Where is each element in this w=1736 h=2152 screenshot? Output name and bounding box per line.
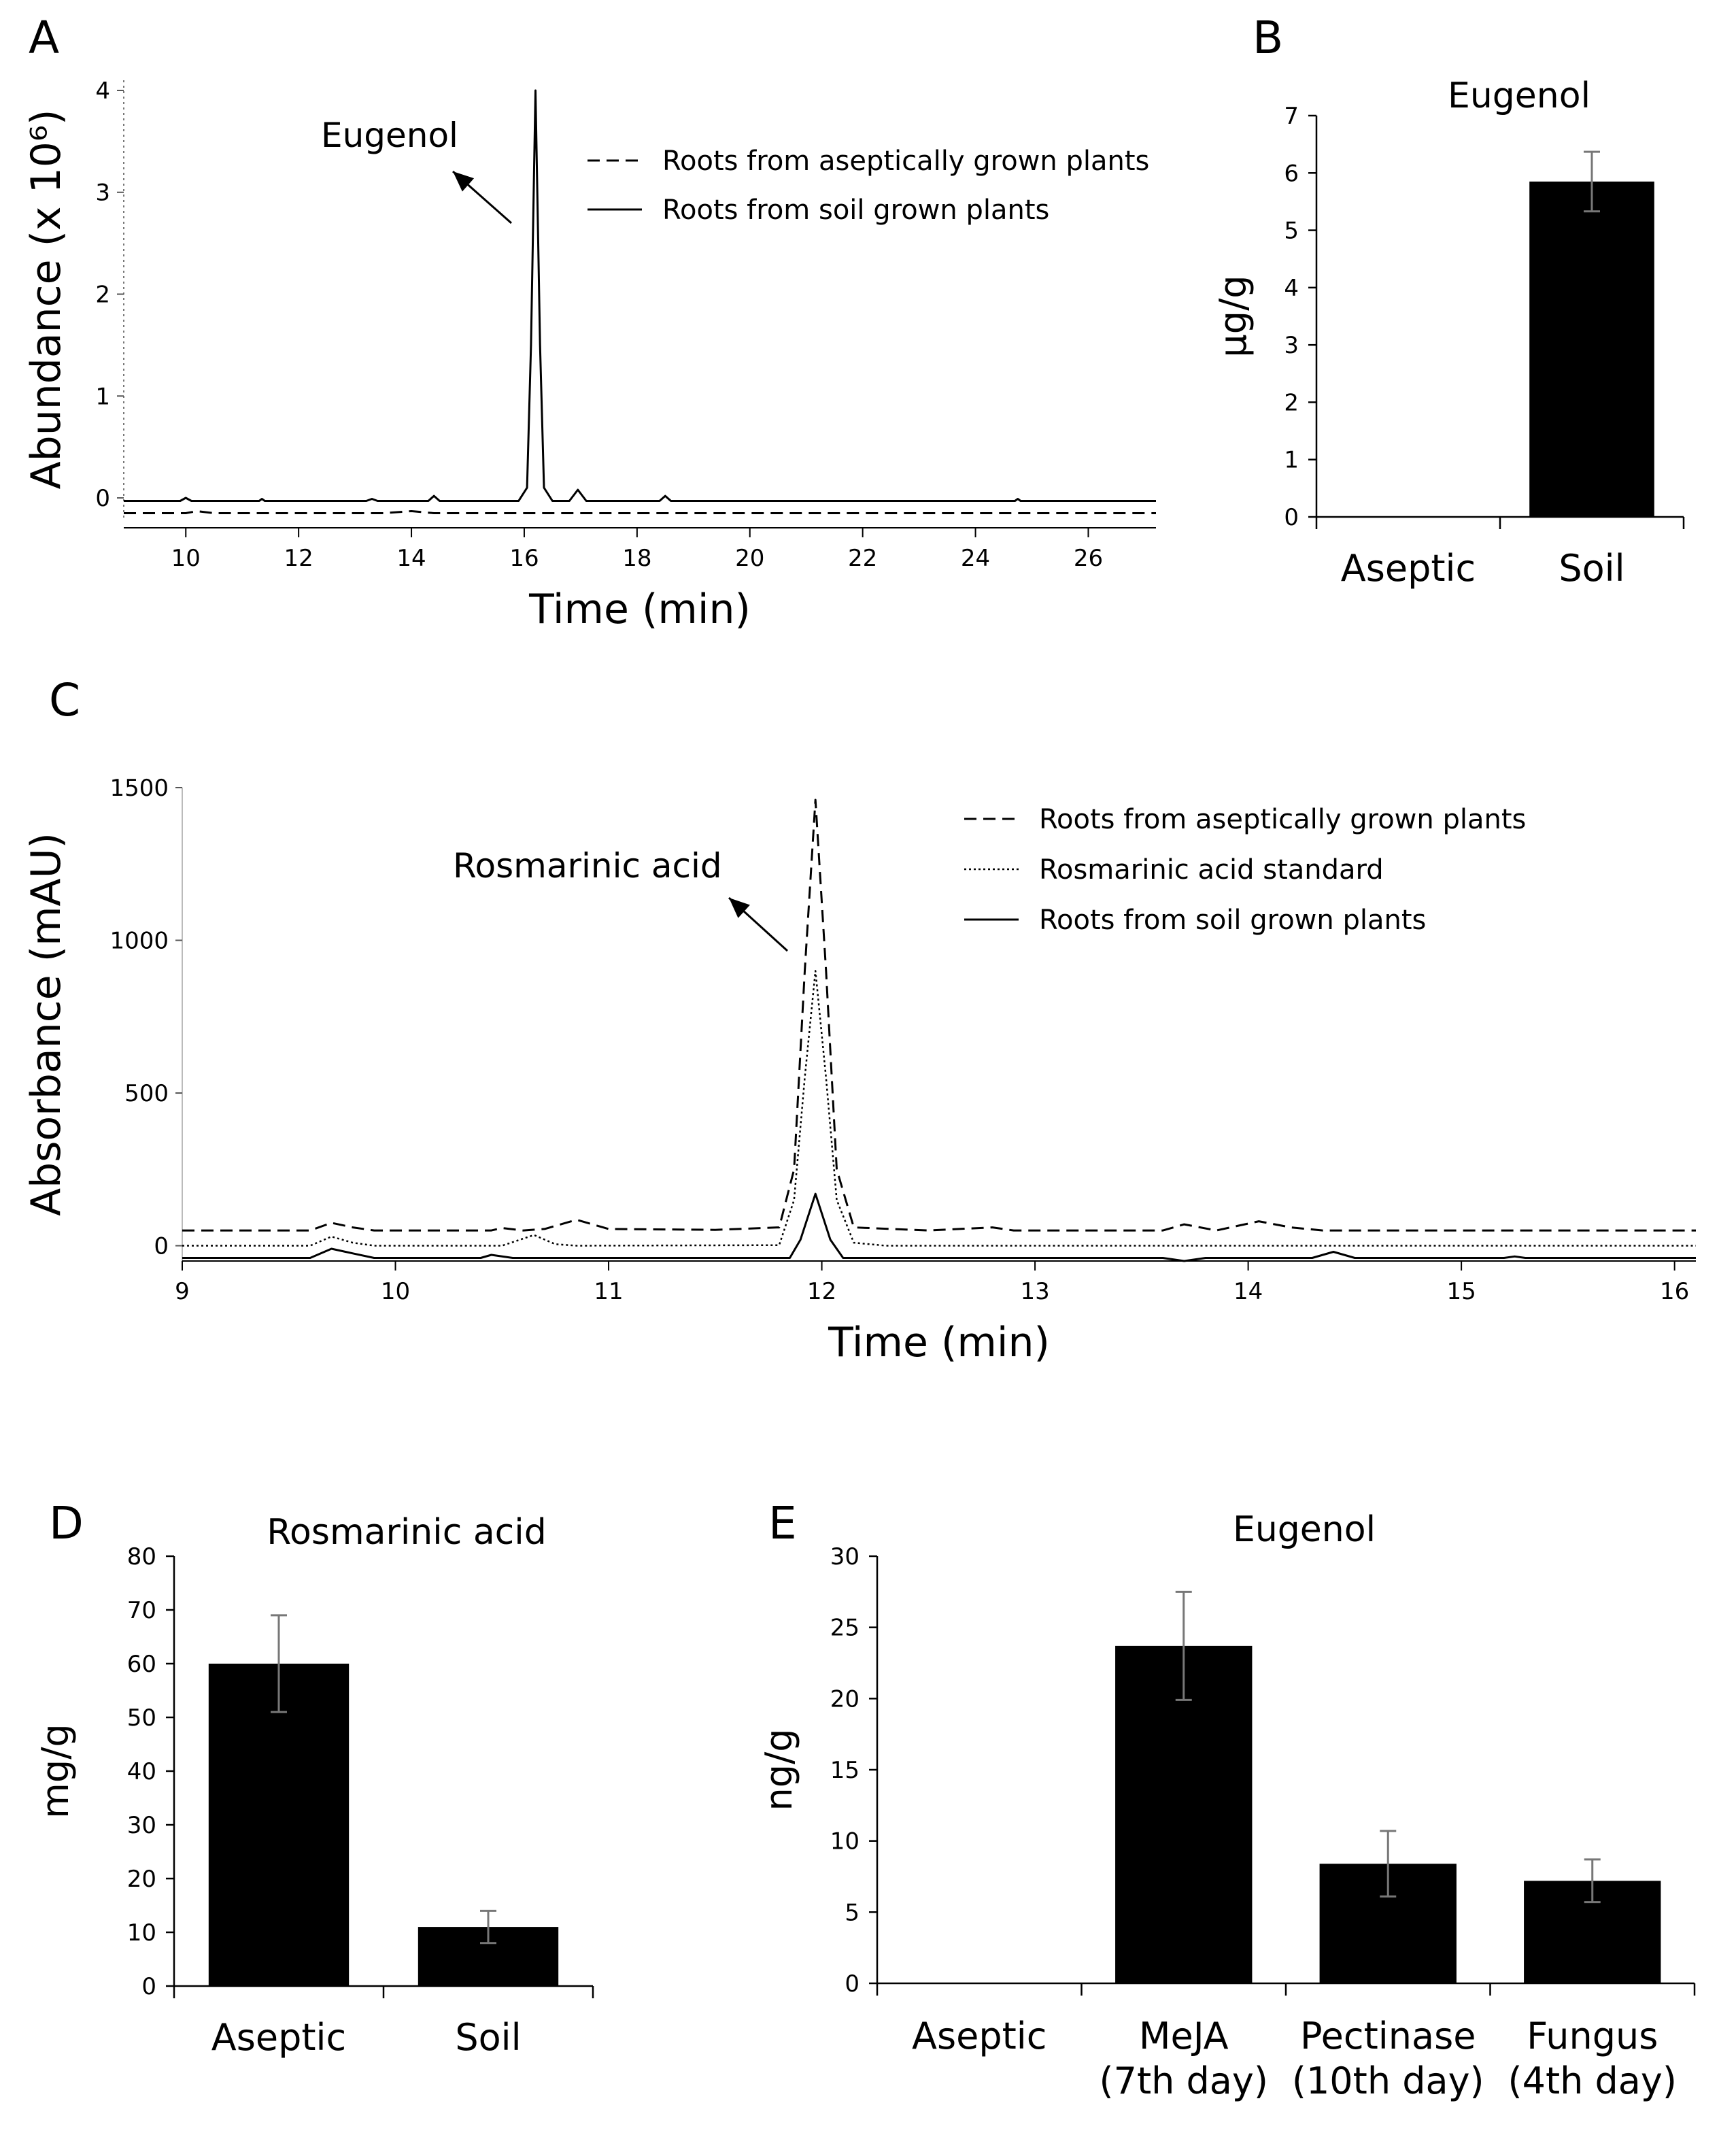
y-tick-label: 30 xyxy=(127,1812,156,1839)
y-tick-label: 15 xyxy=(830,1757,860,1784)
y-tick-label: 60 xyxy=(127,1651,156,1678)
legend-label-1: Roots from aseptically grown plants xyxy=(1039,804,1526,835)
y-tick-label: 4 xyxy=(1284,275,1299,302)
series-line-2 xyxy=(182,970,1696,1247)
annotation-arrowhead xyxy=(453,171,475,192)
series-line-3 xyxy=(182,1192,1696,1262)
series-line-2 xyxy=(124,89,1156,502)
y-axis-label: Absorbance (mAU) xyxy=(22,833,70,1216)
peak-annotation: Rosmarinic acid xyxy=(453,846,722,886)
category-label-1: Aseptic xyxy=(211,2016,346,2059)
y-tick-label: 10 xyxy=(127,1919,156,1947)
chart-panel-c: 0 500 1000 1500 9 10 11 12 13 14 15 16 Time (min) Abs… xyxy=(22,775,1696,1366)
y-tick-label: 4 xyxy=(95,78,110,105)
y-tick-label: 0 xyxy=(1284,504,1299,531)
category-label-3: (10th day) xyxy=(1292,2059,1484,2102)
series-line-1 xyxy=(182,798,1696,1232)
x-axis-label: Time (min) xyxy=(528,586,751,633)
y-tick-label: 20 xyxy=(830,1685,860,1713)
category-label-4: Fungus xyxy=(1527,2015,1658,2057)
chart-title: Rosmarinic acid xyxy=(267,1512,546,1553)
y-tick-label: 1500 xyxy=(109,775,169,802)
chart-panel-e: 0 5 10 15 20 25 30 Aseptic MeJA(7th day) Pectinas… xyxy=(758,1509,1696,2102)
y-tick-label: 70 xyxy=(127,1597,156,1624)
x-tick-label: 9 xyxy=(175,1278,190,1305)
category-label-2: Soil xyxy=(1559,547,1624,590)
y-tick-label: 25 xyxy=(830,1615,860,1642)
category-label-3: Pectinase xyxy=(1300,2015,1476,2057)
x-tick-label: 14 xyxy=(1233,1278,1263,1305)
y-tick-label: 7 xyxy=(1284,103,1299,130)
chart-title: Eugenol xyxy=(1448,75,1590,116)
x-tick-label: 15 xyxy=(1446,1278,1476,1305)
category-label-4: (4th day) xyxy=(1508,2059,1677,2102)
panel-letter-d: D xyxy=(49,1497,84,1549)
x-tick-label: 18 xyxy=(622,545,651,572)
y-tick-label: 0 xyxy=(95,485,110,512)
category-label-2: (7th day) xyxy=(1100,2059,1268,2102)
y-tick-label: 5 xyxy=(1284,218,1299,245)
y-tick-label: 40 xyxy=(127,1758,156,1785)
y-tick-label: 1000 xyxy=(109,928,169,955)
y-tick-label: 10 xyxy=(830,1828,860,1855)
category-label-2: Soil xyxy=(455,2016,521,2059)
annotation-arrowhead xyxy=(729,898,750,918)
y-tick-label: 0 xyxy=(141,1973,156,2000)
y-axis-label: ng/g xyxy=(758,1729,800,1811)
legend-label-1: Roots from aseptically grown plants xyxy=(662,146,1149,177)
y-tick-label: 2 xyxy=(95,282,110,309)
x-tick-label: 12 xyxy=(807,1278,836,1305)
panel-letter-c: C xyxy=(49,674,80,726)
y-axis-label: Abundance (x 10⁶) xyxy=(22,110,70,490)
x-tick-label: 20 xyxy=(735,545,764,572)
y-axis-label: µg/g xyxy=(1212,275,1255,357)
panel-letter-e: E xyxy=(768,1497,797,1549)
category-label-1: Aseptic xyxy=(1341,547,1476,590)
bar-2 xyxy=(1115,1645,1253,1983)
x-tick-label: 24 xyxy=(961,545,990,572)
x-tick-label: 11 xyxy=(594,1278,623,1305)
panel-letter-b: B xyxy=(1253,12,1283,64)
y-tick-label: 3 xyxy=(1284,332,1299,359)
y-tick-label: 2 xyxy=(1284,389,1299,416)
y-tick-label: 1 xyxy=(1284,447,1299,474)
category-label-1: Aseptic xyxy=(912,2015,1046,2057)
x-tick-label: 13 xyxy=(1020,1278,1049,1305)
x-tick-label: 22 xyxy=(848,545,877,572)
y-tick-label: 3 xyxy=(95,180,110,207)
y-tick-label: 80 xyxy=(127,1543,156,1570)
y-axis-label: mg/g xyxy=(34,1724,77,1818)
peak-annotation: Eugenol xyxy=(321,116,458,155)
legend-label-3: Roots from soil grown plants xyxy=(1039,905,1426,936)
legend-label-2: Rosmarinic acid standard xyxy=(1039,854,1384,886)
bar-2 xyxy=(1529,181,1654,517)
y-tick-label: 6 xyxy=(1284,160,1299,187)
y-tick-label: 30 xyxy=(830,1543,860,1570)
chart-title: Eugenol xyxy=(1233,1509,1376,1550)
x-tick-label: 12 xyxy=(284,545,313,572)
series-line-1 xyxy=(124,510,1156,514)
chart-panel-b: 0 1 2 3 4 5 6 7 Aseptic Soil Eugenol µg/g xyxy=(1212,75,1685,590)
y-tick-label: 0 xyxy=(154,1233,169,1260)
x-tick-label: 16 xyxy=(1660,1278,1689,1305)
y-tick-label: 500 xyxy=(124,1080,169,1107)
y-tick-label: 20 xyxy=(127,1866,156,1893)
category-label-2: MeJA xyxy=(1139,2015,1229,2057)
x-tick-label: 16 xyxy=(509,545,539,572)
x-tick-label: 26 xyxy=(1074,545,1103,572)
x-tick-label: 14 xyxy=(396,545,426,572)
y-tick-label: 50 xyxy=(127,1704,156,1732)
x-axis-label: Time (min) xyxy=(828,1319,1050,1366)
x-tick-label: 10 xyxy=(381,1278,410,1305)
legend-label-2: Roots from soil grown plants xyxy=(662,195,1049,226)
y-tick-label: 0 xyxy=(845,1970,860,1998)
bar-1 xyxy=(208,1664,350,1986)
x-tick-label: 10 xyxy=(171,545,201,572)
y-tick-label: 1 xyxy=(95,383,110,410)
chart-panel-d: 0 10 20 30 40 50 60 70 80 Aseptic Soil Rosmarinic a… xyxy=(34,1512,594,2059)
y-tick-label: 5 xyxy=(845,1899,860,1926)
panel-letter-a: A xyxy=(29,12,59,64)
